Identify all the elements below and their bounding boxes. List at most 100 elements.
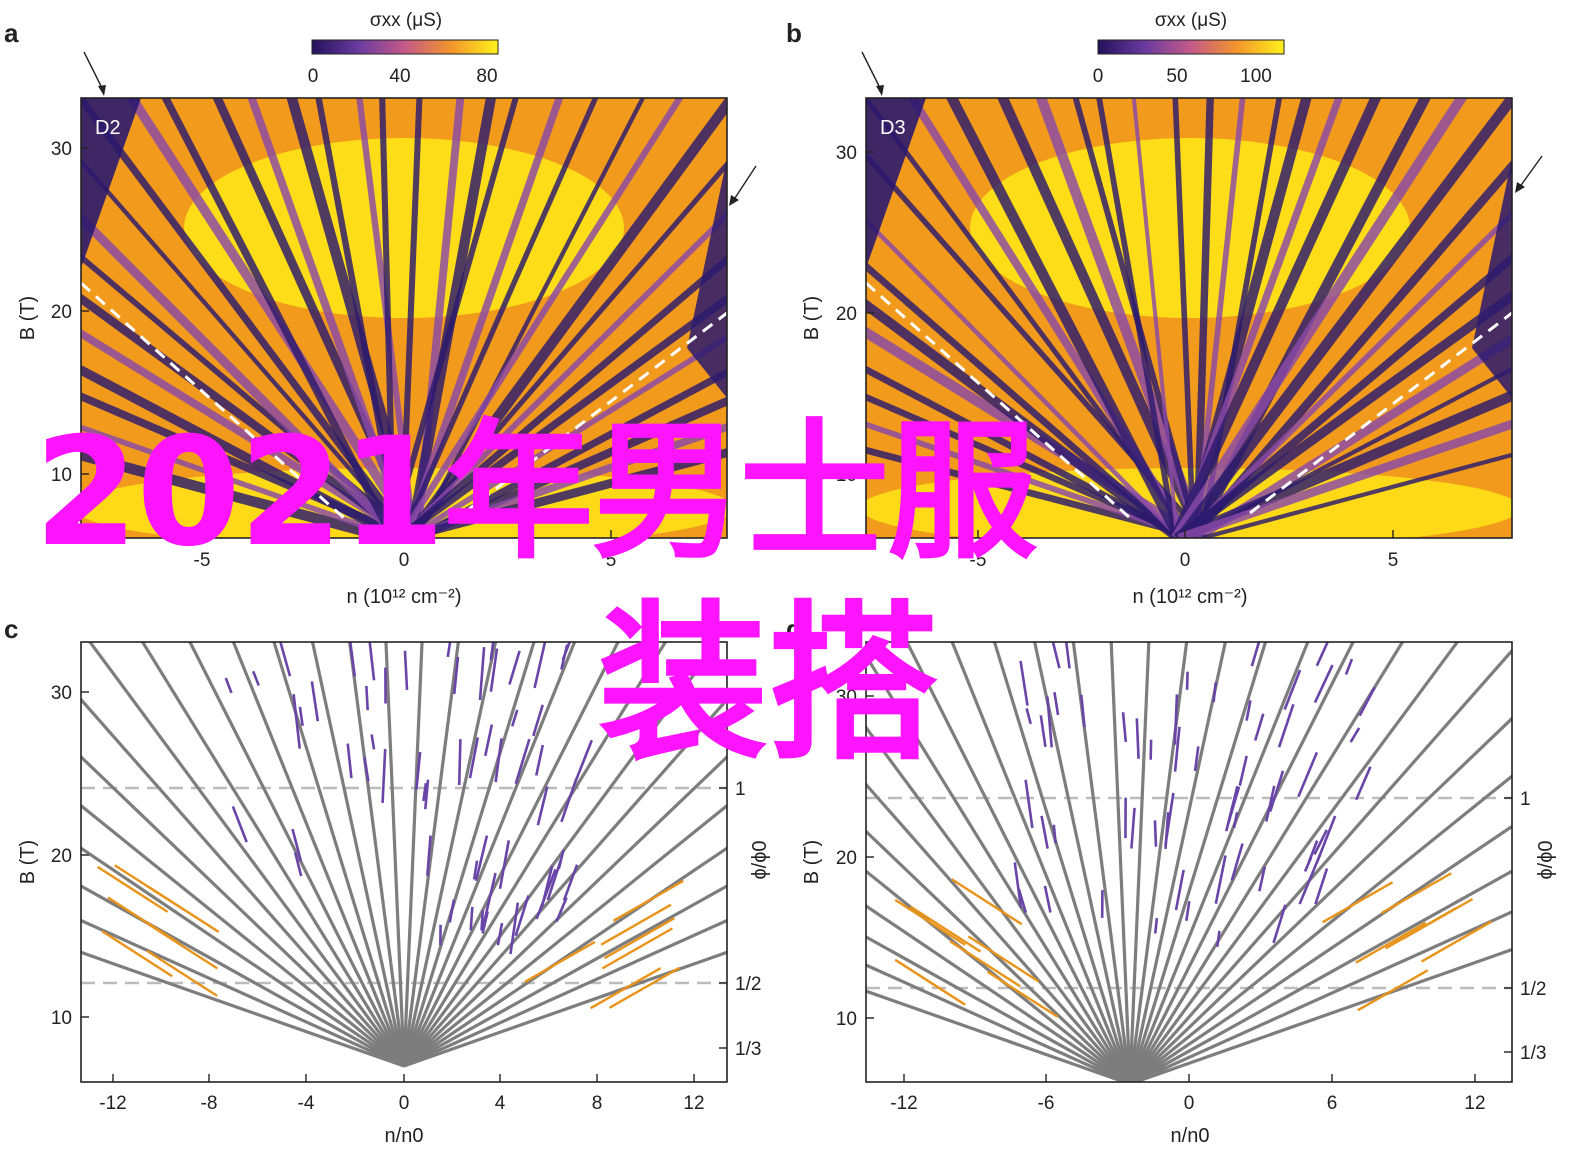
hofstadter-segment (514, 738, 531, 785)
brown-zak-segment (949, 940, 1021, 988)
y-axis-c: 30 20 10 B (T) (17, 683, 89, 1029)
x-tick-d-12: 12 (1464, 1093, 1485, 1114)
landau-fan-line (1129, 642, 1460, 1082)
x-tick-d-neg12: -12 (890, 1093, 917, 1114)
hofstadter-segment (1039, 715, 1047, 748)
y-tick-a-20: 20 (51, 302, 72, 323)
heat-stripe (1188, 366, 1512, 538)
landau-fan-line (81, 884, 405, 1068)
hofstadter-segment (1297, 751, 1319, 798)
y-tick-d-20: 20 (836, 848, 857, 869)
hofstadter-segment (533, 642, 547, 689)
hofstadter-segment (532, 704, 544, 737)
brown-zak-segment (608, 966, 681, 1009)
hofstadter-segment (489, 648, 499, 692)
hofstadter-segment (1046, 696, 1053, 748)
hofstadter-segment (446, 642, 452, 658)
colorbar-gradient-b (1097, 39, 1285, 55)
brown-zak-segment (1321, 881, 1394, 924)
heat-stripe (399, 98, 599, 538)
landau-fan-line (1130, 947, 1512, 1082)
x-tick-a-neg5: -5 (194, 550, 211, 571)
hofstadter-segment (1250, 642, 1261, 667)
hofstadter-segment (484, 724, 494, 757)
sample-label-b: D3 (880, 117, 906, 139)
y-axis-label-c: B (T) (17, 840, 39, 884)
hofstadter-segment (448, 899, 456, 923)
hofstadter-segment (480, 909, 485, 931)
colorbar-tick-b-0: 0 (1093, 66, 1104, 87)
landau-fan-line (1129, 774, 1512, 1082)
hofstadter-segment (1173, 726, 1181, 772)
sample-label-a: D2 (95, 117, 121, 139)
heat-stripe (81, 157, 412, 538)
hofstadter-segment (1013, 862, 1023, 908)
brown-zak-segment (603, 917, 675, 960)
x-tick-d-0: 0 (1184, 1093, 1195, 1114)
fan-background (81, 642, 727, 1082)
landau-fan-line (402, 642, 460, 1067)
hofstadter-segment (498, 840, 511, 890)
hofstadter-segment (251, 670, 260, 687)
x-tick-c-neg8: -8 (201, 1093, 218, 1114)
y-axis-label-a: B (T) (17, 296, 39, 340)
hofstadter-segment (1064, 642, 1071, 669)
heat-stripe (81, 449, 391, 538)
hofstadter-segment (1313, 664, 1334, 704)
right-tick-c-third: 1/3 (735, 1039, 761, 1060)
heat-stripe (379, 98, 397, 538)
y-axis-a: 30 20 10 B (T) (17, 139, 89, 486)
heat-stripe (402, 160, 727, 538)
right-tick-d-third: 1/3 (1520, 1043, 1546, 1064)
hofstadter-segment (348, 642, 357, 677)
landau-fan-line (1128, 642, 1228, 1082)
hofstadter-segment (1193, 746, 1200, 772)
right-axis-c: 1 1/2 1/3 ϕ/ϕ0 (719, 779, 771, 1060)
panel-d: d 30 20 10 B (T) 1 1/2 1/3 ϕ/ϕ0 -1 (786, 614, 1557, 1147)
heat-stripe (1181, 98, 1312, 538)
heat-stripe (81, 364, 402, 538)
hofstadter-segment (481, 911, 489, 934)
colorbar-title-a: σxx (μS) (370, 10, 442, 31)
hofstadter-segment (508, 650, 521, 685)
hofstadter-segment (1212, 682, 1218, 703)
heat-stripe (1096, 98, 1179, 538)
hofstadter-segment (370, 734, 376, 750)
right-tick-d-1: 1 (1520, 789, 1531, 810)
hofstadter-segment (555, 897, 568, 923)
hofstadter-segment (1153, 820, 1158, 847)
brown-zak-segment (101, 930, 173, 978)
landau-fan-line (403, 884, 727, 1068)
hofstadter-segment (1344, 658, 1354, 675)
brown-zak-segment (951, 878, 1023, 926)
hofstadter-segment (489, 642, 495, 661)
landau-fan-line (1130, 824, 1512, 1082)
arrow-marker-b-left (861, 51, 884, 96)
hofstadter-segment (1272, 904, 1287, 944)
heat-stripe (997, 98, 1207, 538)
hofstadter-segment (560, 777, 578, 823)
panel-letter-b: b (786, 18, 802, 48)
right-axis-label-d: ϕ/ϕ0 (1535, 840, 1557, 879)
hofstadter-segment (478, 647, 486, 701)
heat-stripe (81, 328, 414, 538)
hofstadter-segment (1315, 642, 1330, 667)
heat-stripe (396, 294, 727, 538)
heat-stripe (866, 446, 1205, 538)
landau-fan-line (81, 918, 405, 1068)
y-tick-a-10: 10 (51, 465, 72, 486)
landau-fan-line (866, 935, 1130, 1082)
x-tick-c-4: 4 (495, 1093, 506, 1114)
hofstadter-segment (1303, 856, 1313, 872)
x-tick-a-0: 0 (399, 550, 410, 571)
heat-dark-wedge (81, 98, 141, 268)
brown-zak-segment (1357, 969, 1429, 1012)
landau-fan-line (384, 642, 406, 1067)
brown-zak-segment (894, 958, 966, 1006)
heat-stripe (1188, 159, 1512, 538)
heat-stripe (1176, 98, 1512, 538)
right-axis-d: 1 1/2 1/3 ϕ/ϕ0 (1504, 789, 1557, 1064)
landau-fan-line (950, 642, 1131, 1082)
hofstadter-segment (1185, 900, 1191, 921)
hofstadter-segment (1358, 686, 1376, 717)
